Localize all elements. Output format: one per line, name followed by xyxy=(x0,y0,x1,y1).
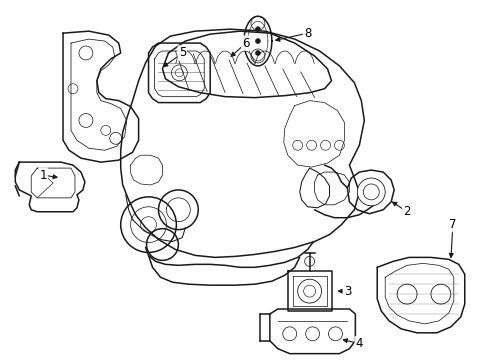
Circle shape xyxy=(255,50,260,55)
Text: 7: 7 xyxy=(449,218,457,231)
Text: 5: 5 xyxy=(179,46,186,59)
Text: 8: 8 xyxy=(304,27,311,40)
Text: 3: 3 xyxy=(343,285,351,298)
Text: 4: 4 xyxy=(356,337,363,350)
Circle shape xyxy=(255,39,260,44)
Text: 2: 2 xyxy=(403,205,411,218)
Text: 6: 6 xyxy=(242,37,250,50)
Text: 1: 1 xyxy=(39,168,47,181)
Circle shape xyxy=(357,178,385,206)
Circle shape xyxy=(255,27,260,32)
